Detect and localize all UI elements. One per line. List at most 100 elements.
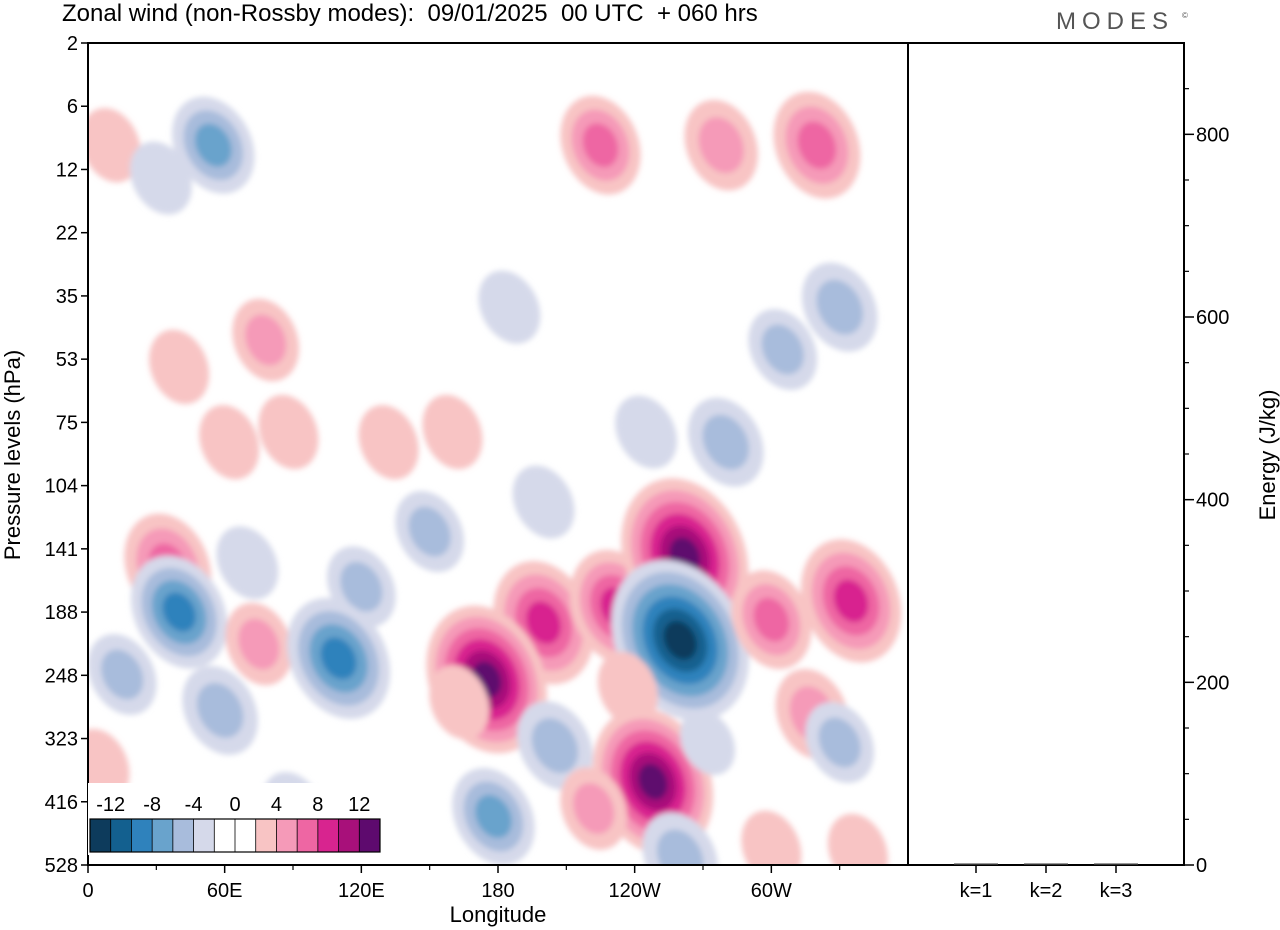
colorbar-swatch	[152, 819, 174, 852]
contour-blob	[194, 123, 232, 167]
colorbar-swatch	[90, 819, 112, 852]
contour-blob	[408, 506, 451, 557]
y-tick-label: 2	[67, 33, 78, 55]
contour-field	[88, 91, 902, 865]
colorbar-swatch	[110, 819, 132, 852]
colorbar-label: 4	[271, 794, 282, 816]
colorbar-swatch	[193, 819, 215, 852]
colorbar-swatch	[276, 819, 298, 852]
brand-logo: MODES	[1056, 8, 1175, 35]
contour-blob	[761, 324, 804, 375]
contour-blob	[478, 270, 541, 344]
energy-tick-label: 200	[1196, 672, 1229, 694]
y-tick-label: 22	[56, 223, 78, 245]
pressure-axis: 2 6 12 22 35 53 75 104 141 188 248 323 416 528	[45, 33, 88, 877]
energy-tick-label: 400	[1196, 490, 1229, 512]
x-tick-label: 120W	[609, 880, 661, 902]
energy-axis: 0 200 400 600 800	[1184, 88, 1229, 877]
contour-blob	[526, 601, 562, 645]
contour-blob	[656, 829, 704, 865]
y-tick-label: 248	[45, 665, 78, 687]
y-tick-label: 35	[56, 286, 78, 308]
colorbar-swatch	[297, 819, 319, 852]
contour-blob	[149, 329, 210, 405]
contour-blob	[827, 813, 888, 865]
y-tick-label: 6	[67, 96, 78, 118]
contour-blob	[797, 121, 837, 169]
y-tick-label: 141	[45, 539, 78, 561]
contour-blob	[698, 117, 744, 174]
colorbar-label: -12	[96, 794, 125, 816]
contour-blob	[582, 123, 619, 168]
energy-bars: k=1 k=2 k=3	[954, 863, 1138, 902]
y-tick-label: 53	[56, 349, 78, 371]
contour-blob	[258, 394, 319, 470]
contour-blob	[597, 651, 658, 727]
contour-blob	[818, 717, 861, 768]
contour-blob	[422, 394, 483, 470]
contour-blob	[340, 561, 383, 612]
y-tick-label: 416	[45, 792, 78, 814]
y-tick-label: 75	[56, 412, 78, 434]
energy-tick-label: 600	[1196, 307, 1229, 329]
contour-blob	[162, 592, 196, 632]
contour-blob	[753, 597, 790, 642]
colorbar-swatch	[214, 819, 236, 852]
contour-blob	[833, 579, 869, 623]
contour-blob	[702, 414, 750, 470]
contour-blob	[320, 637, 357, 680]
colorbar-frame	[89, 818, 381, 853]
y-tick-label: 323	[45, 729, 78, 751]
x-axis-title: Longitude	[450, 902, 547, 927]
contour-blob	[531, 718, 579, 773]
colorbar-swatch	[338, 819, 360, 852]
contour-blob	[245, 314, 287, 366]
x-tick-label: 0	[82, 880, 93, 902]
colorbar-swatch	[255, 819, 277, 852]
y-tick-label: 528	[45, 855, 78, 877]
contour-blob	[88, 108, 141, 183]
colorbar: -12 -8 -4 0 4 8 12	[88, 783, 382, 855]
contour-blob	[741, 810, 802, 865]
contour-blob	[238, 618, 280, 670]
contour-blob	[196, 683, 244, 738]
colorbar-swatch	[359, 819, 381, 852]
energy-category-label: k=1	[960, 880, 993, 902]
contour-blob	[615, 395, 677, 469]
energy-bar	[1024, 863, 1068, 865]
colorbar-swatch	[317, 819, 340, 852]
y-tick-label: 104	[45, 476, 78, 498]
contour-blob	[816, 279, 863, 335]
colorbar-swatch	[131, 819, 153, 852]
contour-blob	[199, 405, 260, 480]
colorbar-label: -4	[185, 794, 203, 816]
energy-axis-title: Energy (J/kg)	[1255, 390, 1280, 521]
contour-blob	[475, 794, 512, 839]
energy-category-label: k=2	[1030, 880, 1063, 902]
contour-blob	[512, 465, 575, 539]
contour-blob	[101, 649, 144, 700]
contour-blob	[638, 763, 668, 800]
contour-blob	[429, 665, 490, 740]
y-tick-label: 188	[45, 602, 78, 624]
energy-tick-label: 0	[1196, 855, 1207, 877]
colorbar-label: 12	[348, 794, 370, 816]
contour-blob	[663, 620, 697, 660]
longitude-axis: 0 60E 120E 180 120W 60W	[82, 865, 841, 902]
energy-bar	[954, 863, 998, 865]
x-tick-label: 60W	[751, 880, 792, 902]
energy-plot-frame	[907, 42, 1185, 866]
contour-blob	[680, 710, 735, 775]
contour-blob	[358, 405, 419, 480]
y-axis-title: Pressure levels (hPa)	[0, 350, 25, 560]
colorbar-swatch	[172, 819, 195, 852]
colorbar-label: 8	[312, 794, 323, 816]
x-tick-label: 120E	[338, 880, 385, 902]
contour-blob	[573, 783, 615, 834]
contour-blob	[129, 141, 192, 215]
x-tick-label: 60E	[207, 880, 243, 902]
energy-category-label: k=3	[1100, 880, 1133, 902]
brand-copyright-mark: ©	[1182, 11, 1188, 20]
x-tick-label: 180	[481, 880, 514, 902]
